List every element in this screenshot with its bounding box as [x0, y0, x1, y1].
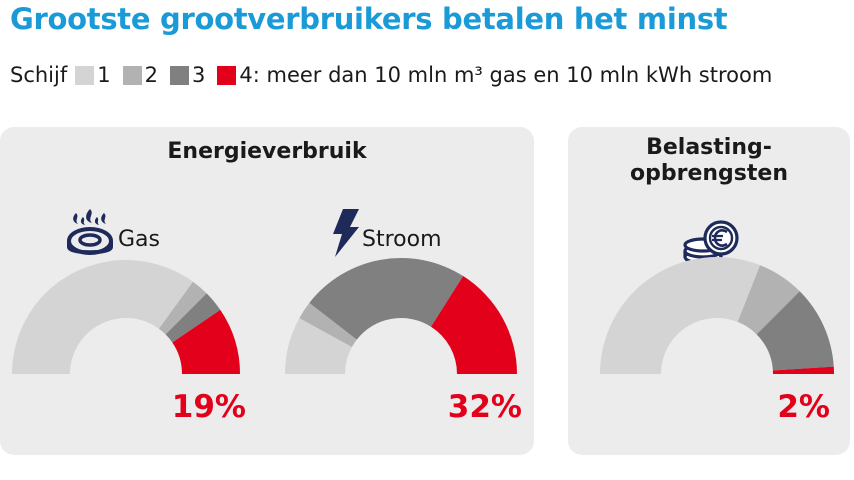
gauge-gas-segment-schijf-4 — [172, 309, 240, 374]
stroom-percentage: 32% — [447, 389, 522, 425]
legend-swatch-2 — [122, 65, 142, 85]
gauge-tax-segment-schijf-1 — [600, 257, 761, 374]
gas-percentage: 19% — [171, 389, 246, 425]
gauge-stroom-segment-schijf-2 — [299, 302, 357, 348]
legend-item-4: 4: meer dan 10 mln m³ gas en 10 mln kWh … — [217, 63, 772, 87]
stroom-label: Stroom — [362, 227, 442, 252]
stroom-gauge — [285, 258, 517, 374]
lightning-icon — [333, 209, 359, 257]
gauge-stroom-segment-schijf-4 — [431, 276, 517, 374]
gauge-tax-segment-schijf-2 — [737, 265, 800, 335]
legend-text-3: 3 — [192, 63, 206, 87]
gauge-tax-segment-schijf-3 — [756, 291, 834, 371]
gauge-stroom-segment-schijf-3 — [309, 258, 464, 340]
gauge-tax-segment-schijf-4 — [772, 366, 834, 374]
legend-text-2: 2 — [144, 63, 158, 87]
energy-panel-title: Energieverbruik — [167, 139, 367, 164]
gauge-gas-segment-schijf-2 — [158, 281, 207, 335]
gauge-gas-segment-schijf-3 — [165, 293, 221, 343]
gas-burner-icon — [67, 209, 113, 255]
tax-panel: Belasting- opbrengsten 2% — [568, 127, 850, 455]
gas-gauge — [12, 260, 240, 374]
legend-swatch-3 — [170, 65, 189, 85]
energy-panel: Energieverbruik Gas Stroom 19% 32% — [0, 127, 534, 455]
chart-title: Grootste grootverbruikers betalen het mi… — [10, 2, 728, 36]
legend-item-1: 1 — [75, 63, 111, 87]
legend: Schijf 1 2 3 4: meer dan 10 mln m³ gas e… — [10, 62, 784, 88]
gas-label: Gas — [118, 227, 160, 252]
legend-swatch-4 — [217, 65, 237, 85]
tax-percentage: 2% — [777, 389, 830, 425]
gauge-gas-segment-schijf-1 — [12, 260, 194, 374]
tax-title-line-1: Belasting- — [646, 135, 772, 160]
tax-title-line-2: opbrengsten — [630, 161, 788, 186]
legend-text-4: 4: meer dan 10 mln m³ gas en 10 mln kWh … — [239, 63, 773, 87]
tax-panel-title: Belasting- opbrengsten — [568, 135, 850, 187]
legend-label: Schijf — [10, 63, 68, 87]
legend-swatch-1 — [75, 65, 95, 85]
gauge-stroom-segment-schijf-1 — [285, 318, 352, 374]
legend-text-1: 1 — [97, 63, 111, 87]
legend-item-3: 3 — [170, 63, 205, 87]
tax-gauge — [600, 257, 834, 374]
legend-item-2: 2 — [122, 63, 158, 87]
